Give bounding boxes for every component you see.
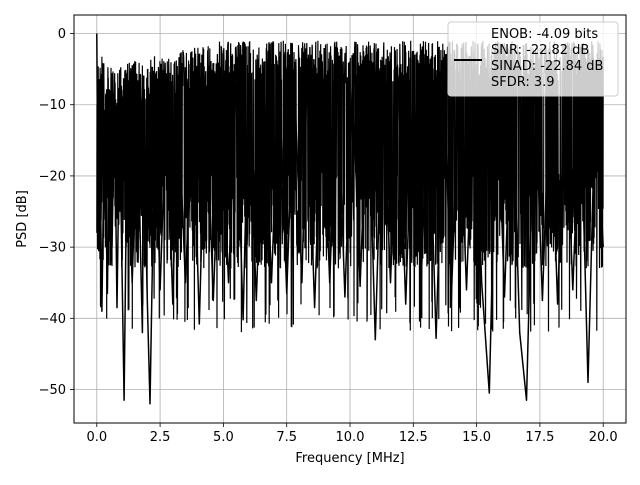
x-tick-label: 17.5 — [525, 430, 554, 445]
legend-box — [447, 21, 619, 97]
y-tick-label: −40 — [39, 312, 66, 327]
x-tick-label: 15.0 — [462, 430, 491, 445]
legend-entry-snr: SNR: -22.82 dB — [491, 43, 589, 58]
x-tick-label: 2.5 — [150, 430, 171, 445]
psd-series-line — [96, 33, 604, 405]
x-tick-label: 12.5 — [399, 430, 428, 445]
x-axis-ticks: 0.0 2.5 5.0 7.5 10.0 12.5 15.0 17.5 20.0 — [86, 423, 618, 445]
y-axis-ticks: 0 −10 −20 −30 −40 −50 — [39, 27, 74, 398]
y-axis-label: PSD [dB] — [15, 190, 30, 248]
y-tick-label: −10 — [39, 98, 66, 113]
legend-entry-sfdr: SFDR: 3.9 — [491, 75, 555, 90]
legend-entry-sinad: SINAD: -22.84 dB — [491, 59, 603, 74]
x-tick-label: 5.0 — [213, 430, 234, 445]
y-tick-label: −50 — [39, 383, 66, 398]
x-axis-label: Frequency [MHz] — [295, 451, 404, 466]
legend: ENOB: -4.09 bits SNR: -22.82 dB SINAD: -… — [447, 21, 619, 97]
y-tick-label: 0 — [58, 27, 66, 42]
x-tick-label: 10.0 — [336, 430, 365, 445]
y-tick-label: −30 — [39, 241, 66, 256]
y-tick-label: −20 — [39, 169, 66, 184]
x-tick-label: 7.5 — [276, 430, 297, 445]
x-tick-label: 0.0 — [86, 430, 107, 445]
legend-entry-enob: ENOB: -4.09 bits — [491, 27, 598, 42]
x-tick-label: 20.0 — [589, 430, 618, 445]
